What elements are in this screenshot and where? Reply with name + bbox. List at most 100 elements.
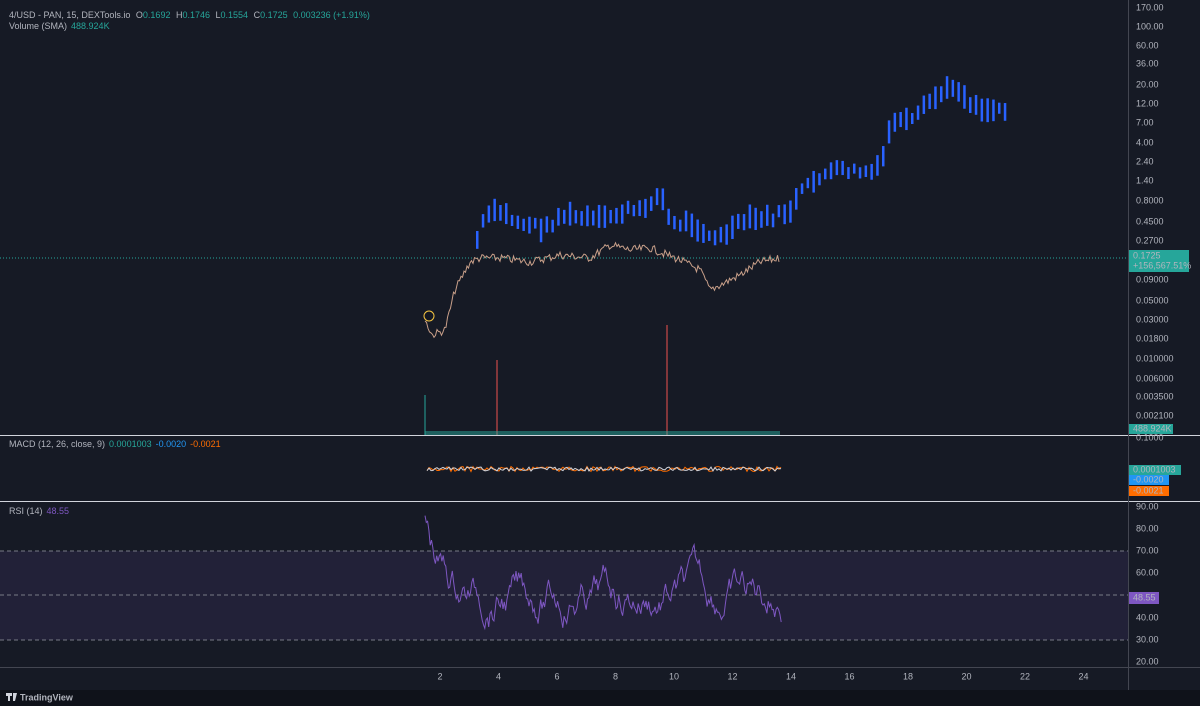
close: 0.1725 [260, 10, 288, 20]
price-axis-label: 170.00 [1136, 2, 1164, 12]
rsi-axis-label: 20.00 [1136, 656, 1159, 666]
bar-shape [551, 219, 554, 233]
rsi-name: RSI (14) [9, 506, 43, 516]
current-price: 0.1725 [1133, 250, 1161, 260]
macd-badge [1129, 465, 1181, 475]
time-axis-label: 18 [903, 671, 913, 681]
bar-shape [684, 210, 688, 232]
price-axis-label: 0.01800 [1136, 333, 1169, 343]
bar-shape [650, 196, 653, 211]
bar-shape [522, 218, 525, 231]
bar-shape [655, 188, 659, 206]
time-axis-label: 16 [844, 671, 854, 681]
bar-shape [853, 163, 856, 174]
bar-shape [911, 113, 914, 124]
volume-axis-label: 488.924K [1133, 423, 1172, 433]
rsi-axis-label: 40.00 [1136, 612, 1159, 622]
bar-shape [905, 107, 908, 131]
price-axis-label: 4.00 [1136, 137, 1154, 147]
bar-shape [621, 204, 624, 224]
bar-shape [742, 214, 746, 231]
bar-shape [528, 216, 531, 234]
rsi-axis-label: 60.00 [1136, 567, 1159, 577]
time-axis-label: 14 [786, 671, 796, 681]
bar-shape [992, 99, 995, 122]
price-axis-label: 0.010000 [1136, 353, 1174, 363]
bar-shape [771, 213, 775, 228]
time-axis-label: 20 [961, 671, 971, 681]
bar-shape [957, 82, 960, 102]
bar-shape [476, 230, 479, 249]
time-axis-label: 2 [437, 671, 442, 681]
rsi-legend: RSI (14) 48.55 [9, 506, 69, 516]
bar-shape [708, 230, 711, 241]
bar-shape [963, 85, 966, 109]
macd-name: MACD (12, 26, close, 9) [9, 439, 105, 449]
bar-shape [876, 155, 879, 176]
bar-shape [505, 203, 508, 225]
bar-shape [557, 207, 560, 226]
bar-shape [980, 98, 984, 122]
footer-bar [0, 690, 1200, 706]
rsi-axis-label: 30.00 [1136, 634, 1159, 644]
open: 0.1692 [143, 10, 171, 20]
rsi-shape [424, 515, 782, 631]
bar-shape [603, 205, 607, 228]
bar-shape [673, 215, 676, 230]
symbol: 4/USD - PAN, 15, DEXTools.io [9, 10, 130, 20]
price-axis-label: 0.002100 [1136, 410, 1174, 420]
time-axis-label: 12 [727, 671, 737, 681]
bar-shape [638, 200, 641, 217]
time-axis-label: 8 [613, 671, 618, 681]
bar-shape [847, 167, 850, 180]
signal-axis-value: -0.0020 [1133, 474, 1164, 484]
price-axis-label: 0.05000 [1136, 295, 1169, 305]
rsi-axis-value: 48.55 [1133, 592, 1156, 602]
bar-shape [916, 105, 920, 120]
bar-shape [597, 204, 601, 228]
bar-shape [835, 160, 839, 176]
time-axis-label: 10 [669, 671, 679, 681]
volume-badge [1129, 424, 1173, 434]
bar-shape [812, 170, 815, 193]
bar-shape [679, 219, 682, 232]
bar-shape [998, 102, 1001, 114]
price-axis-label: 0.03000 [1136, 314, 1169, 324]
hist-axis-value: -0.0021 [1133, 485, 1164, 495]
volume-legend: Volume (SMA) 488.924K [9, 21, 110, 31]
bar-shape [592, 210, 595, 226]
price-axis-label: 2.40 [1136, 156, 1154, 166]
bar-shape [766, 204, 769, 226]
rsi-axis-label: 90.00 [1136, 501, 1159, 511]
bar-shape [661, 188, 665, 211]
bar-shape [818, 173, 821, 186]
price-axis-label: 100.00 [1136, 21, 1164, 31]
close-key: C [254, 10, 261, 20]
bar-shape [563, 209, 566, 224]
bar-shape [864, 165, 868, 177]
bar-shape [986, 98, 989, 123]
bar-shape [969, 97, 972, 113]
change: 0.003236 (+1.91%) [293, 10, 370, 20]
bar-shape [893, 112, 897, 132]
bar-shape [760, 211, 763, 228]
bar-shape [882, 146, 885, 167]
bar-shape [568, 201, 572, 226]
rsi-axis-label: 80.00 [1136, 523, 1159, 533]
bar-shape [499, 204, 502, 221]
bar-shape [858, 167, 862, 179]
bar-shape [632, 204, 636, 217]
low-key: L [216, 10, 221, 20]
macd-signal: -0.0020 [156, 439, 187, 449]
bar-shape [545, 216, 549, 233]
bar-shape [922, 95, 926, 114]
price-shape [424, 241, 780, 339]
price-axis-label: 0.2700 [1136, 235, 1164, 245]
bar-shape [887, 120, 891, 144]
bar-shape [806, 177, 810, 189]
grid [0, 0, 1200, 690]
price-axis-label: 0.003500 [1136, 391, 1174, 401]
price-axis-label: 0.8000 [1136, 195, 1164, 205]
rsi-value: 48.55 [47, 506, 70, 516]
